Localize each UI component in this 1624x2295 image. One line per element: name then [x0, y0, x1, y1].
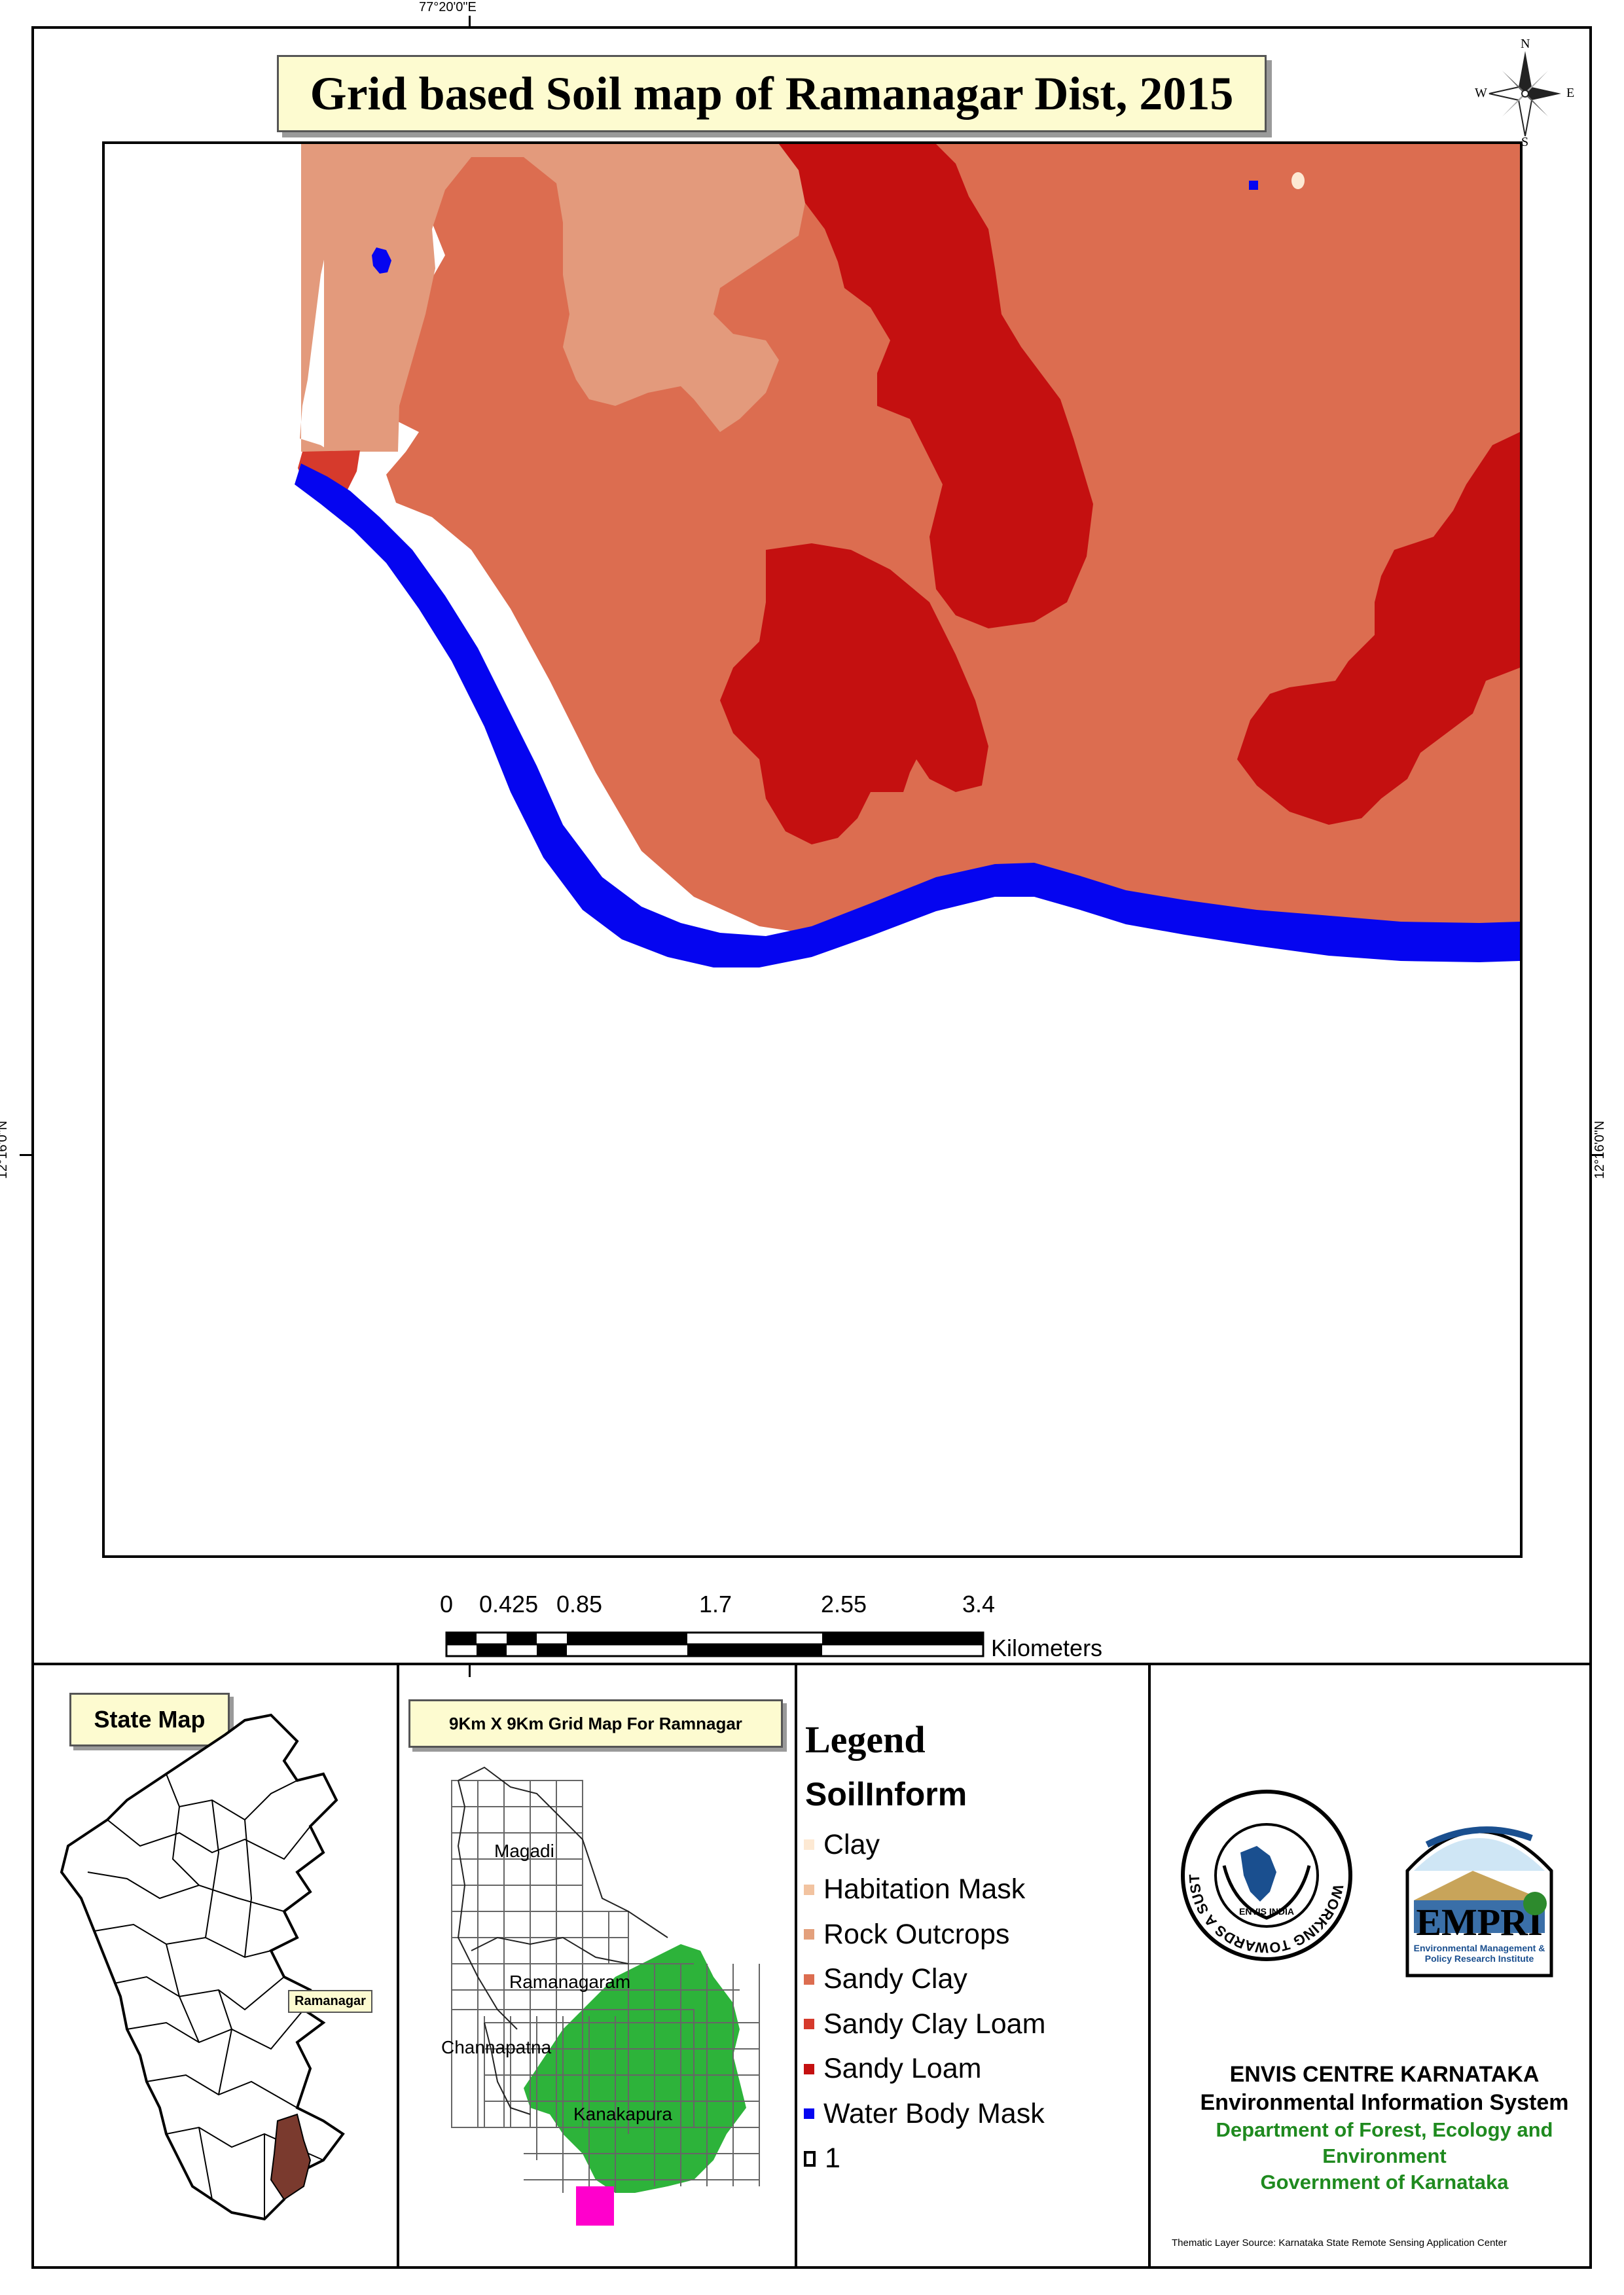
envis-logo: WORKING TOWARDS A SUSTAINABLE ENVIRONMEN… — [1178, 1787, 1352, 1961]
legend-label: 1 — [825, 2142, 840, 2174]
org-line-4: Environment — [1322, 2144, 1447, 2167]
map-title-text: Grid based Soil map of Ramanagar Dist, 2… — [310, 67, 1234, 120]
ramanagar-label-text: Ramanagar — [295, 1994, 366, 2008]
right-latitude-tick — [1592, 1154, 1604, 1156]
sandy-loam-zone-north — [779, 144, 1093, 628]
org-line-3: Department of Forest, Ecology and — [1216, 2118, 1553, 2141]
divider-tick — [469, 1665, 471, 1677]
grid-map-title-text: 9Km X 9Km Grid Map For Ramnagar — [449, 1713, 742, 1733]
legend-swatch — [804, 2019, 814, 2029]
left-latitude-label: 12°16'0"N — [0, 1121, 10, 1179]
legend-label: Clay — [823, 1828, 880, 1860]
grid-map-title: 9Km X 9Km Grid Map For Ramnagar — [408, 1699, 783, 1748]
taluk-boundaries — [457, 1766, 668, 2115]
karnataka-state-map — [60, 1713, 345, 2221]
map-title: Grid based Soil map of Ramanagar Dist, 2… — [277, 55, 1267, 132]
legend-label: Water Body Mask — [823, 2097, 1045, 2129]
legend-item: Sandy Clay — [804, 1961, 967, 1998]
tiny-water-body — [1249, 181, 1258, 190]
empri-logo: EMPRI Environmental Management & Policy … — [1405, 1826, 1553, 1978]
rock-outcrops-zone — [324, 144, 805, 452]
legend-swatch — [804, 1839, 814, 1850]
grid-label-channapatna: Channapatna — [441, 2037, 552, 2057]
empri-logo-text: EMPRI — [1416, 1901, 1542, 1943]
west-label: W — [1475, 86, 1487, 100]
legend-item: Sandy Loam — [804, 2051, 981, 2087]
kanakapura-region — [524, 1944, 746, 2193]
state-map-title-text: State Map — [94, 1706, 206, 1733]
ramanagar-label: Ramanagar — [288, 1990, 372, 2013]
legend-label: Habitation Mask — [823, 1873, 1026, 1905]
district-boundaries — [87, 1773, 324, 2219]
envis-center-text: ENVIS INDIA — [1239, 1906, 1294, 1917]
scale-tick-0: 0 — [440, 1591, 454, 1617]
vertical-divider-2 — [795, 1663, 797, 2269]
legend-swatch — [804, 2063, 814, 2074]
vertical-divider-3 — [1148, 1663, 1151, 2269]
legend-heading: Legend — [805, 1718, 926, 1761]
scale-bar-graphic — [445, 1631, 984, 1657]
legend-swatch — [804, 1884, 814, 1895]
map-outer-frame — [31, 26, 1592, 2269]
legend-item: Habitation Mask — [804, 1871, 1025, 1908]
vertical-divider-1 — [397, 1663, 399, 2269]
grid-label-ramanagaram: Ramanagaram — [509, 1972, 631, 1992]
soil-map-frame — [102, 141, 1523, 1558]
legend-item: Rock Outcrops — [804, 1916, 1009, 1953]
left-latitude-tick — [20, 1154, 31, 1156]
east-label: E — [1566, 86, 1575, 100]
scale-tick-2: 0.85 — [556, 1591, 603, 1617]
scale-tick-3: 1.7 — [699, 1591, 732, 1617]
org-line-2: Environmental Information System — [1200, 2090, 1569, 2115]
compass-rose-icon — [1489, 51, 1561, 137]
legend-label: Rock Outcrops — [823, 1918, 1010, 1950]
legend-subheading: SoilInform — [805, 1776, 967, 1813]
rock-outcrops-left — [300, 144, 334, 452]
clay-patch — [1291, 172, 1305, 189]
small-water-body — [372, 247, 391, 274]
legend-swatch — [804, 2150, 816, 2167]
org-line-1: ENVIS CENTRE KARNATAKA — [1229, 2062, 1540, 2087]
legend-swatch — [804, 1974, 814, 1985]
legend-item: Sandy Clay Loam — [804, 2006, 1045, 2042]
sandy-loam-zone-center — [720, 543, 988, 844]
scale-tick-4: 2.55 — [821, 1591, 867, 1617]
scale-tick-1: 0.425 — [479, 1591, 539, 1617]
legend-label: Sandy Loam — [823, 2053, 982, 2084]
top-longitude-label: 77°20'0"E — [419, 0, 477, 14]
sandy-loam-zone-east — [1237, 432, 1520, 825]
legend-item: 1 — [804, 2141, 840, 2177]
legend-label: Sandy Clay — [823, 1963, 967, 1995]
source-note: Thematic Layer Source: Karnataka State R… — [1172, 2237, 1507, 2249]
ramanagar-district-highlight — [270, 2113, 312, 2201]
scale-tick-5: 3.4 — [962, 1591, 996, 1617]
north-arrow: N S W E — [1475, 37, 1575, 149]
empri-caption: Environmental Management & Policy Resear… — [1413, 1943, 1545, 1964]
soil-map-canvas — [295, 144, 1520, 967]
legend-swatch — [804, 2108, 814, 2119]
legend-swatch — [804, 1929, 814, 1940]
grid-lines — [451, 1780, 760, 2193]
legend-label: Sandy Clay Loam — [823, 2008, 1046, 2040]
legend-item: Clay — [804, 1826, 880, 1863]
state-map-title: State Map — [69, 1693, 230, 1746]
top-longitude-tick — [469, 16, 471, 27]
scale-units: Kilometers — [991, 1635, 1103, 1661]
org-line-5: Government of Karnataka — [1260, 2171, 1509, 2194]
ramnagar-grid-map — [451, 1766, 760, 2226]
bottom-panel-divider — [31, 1663, 1592, 1665]
south-label: S — [1521, 135, 1529, 149]
right-latitude-label: 12°16'0"N — [1592, 1121, 1607, 1179]
grid-label-kanakapura: Kanakapura — [573, 2104, 673, 2124]
north-label: N — [1521, 37, 1530, 51]
selected-grid-cell — [576, 2186, 614, 2226]
legend-item: Water Body Mask — [804, 2095, 1045, 2132]
grid-label-magadi: Magadi — [494, 1841, 554, 1861]
